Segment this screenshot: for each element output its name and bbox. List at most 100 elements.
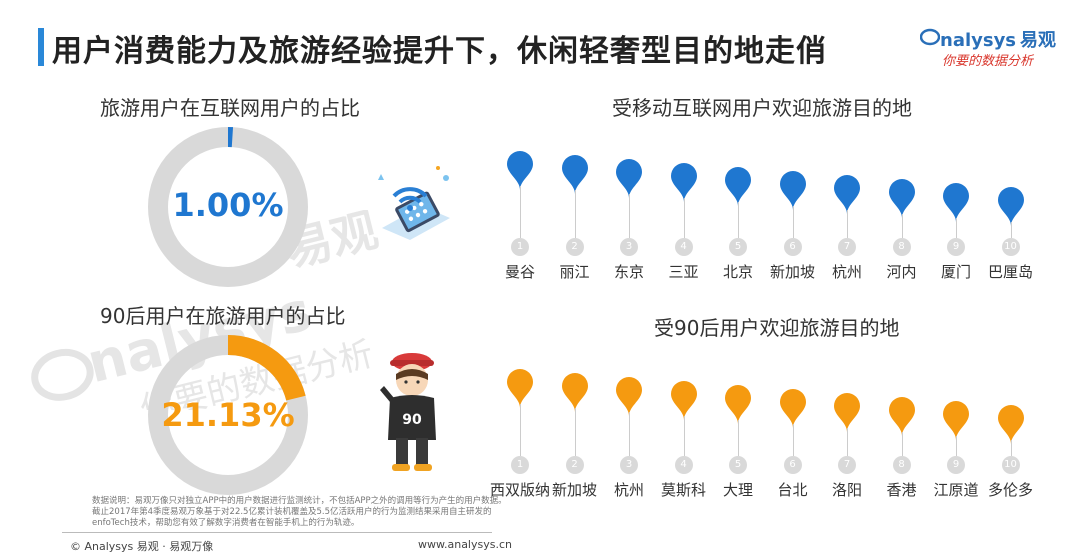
pin-line — [792, 424, 794, 456]
rank-badge: 6 — [783, 238, 802, 256]
destination-label: 莫斯科 — [660, 481, 706, 499]
donut-2-title: 90后用户在旅游用户的占比 — [100, 304, 346, 328]
person-shirt-number: 90 — [402, 412, 422, 428]
rank-badge: 3 — [620, 238, 638, 256]
rank-badge: 1 — [511, 238, 529, 256]
destination-label: 多伦多 — [987, 481, 1033, 499]
destination-label: 香港 — [886, 481, 917, 499]
destination-label: 杭州 — [831, 263, 862, 281]
map-pin-icon — [834, 175, 860, 214]
rank-badge: 10 — [1001, 456, 1020, 474]
rank-badge: 5 — [729, 238, 747, 256]
destination-label: 丽江 — [559, 263, 590, 281]
rank-badge: 2 — [565, 456, 584, 474]
map-pin-icon — [725, 167, 751, 206]
destination-label: 新加坡 — [551, 481, 597, 499]
rank-badge: 9 — [947, 238, 965, 256]
footer-divider — [62, 532, 492, 533]
pin-line — [520, 404, 521, 456]
pin-line — [847, 428, 848, 456]
destination-label: 台北 — [777, 481, 808, 499]
map-pin-icon — [507, 369, 533, 408]
logo-slogan: 你要的数据分析 — [942, 54, 1034, 69]
map-pin-icon — [888, 397, 915, 436]
map-pin-icon — [561, 155, 588, 194]
pin-line — [629, 194, 630, 238]
pin-line — [1010, 440, 1012, 456]
destination-label: 三亚 — [668, 263, 699, 281]
map-pin-icon — [834, 393, 860, 432]
destination-label: 河内 — [886, 263, 917, 281]
destination-label: 厦门 — [940, 263, 971, 281]
rank-badge: 5 — [729, 456, 747, 474]
rank-badge: 4 — [674, 456, 693, 474]
pin-line — [901, 214, 903, 238]
map-pin-icon — [616, 159, 642, 198]
rank-badge: 7 — [838, 238, 856, 256]
route-1-title: 受移动互联网用户欢迎旅游目的地 — [612, 96, 912, 120]
route-2-title: 受90后用户欢迎旅游目的地 — [654, 316, 900, 340]
pin-line — [956, 436, 957, 456]
pin-line — [901, 432, 903, 456]
person-90-icon: 90 — [380, 353, 436, 471]
rank-badge: 2 — [565, 238, 584, 256]
logo-cn-text: 易观 — [1020, 30, 1057, 51]
rank-badge: 8 — [892, 456, 911, 474]
donut-2-slice — [227, 335, 306, 401]
pin-line — [520, 186, 521, 238]
rank-badge: 8 — [892, 238, 911, 256]
destination-label: 洛阳 — [831, 481, 862, 499]
map-pin-icon — [616, 377, 642, 416]
pin-line — [738, 420, 739, 456]
pin-line — [847, 210, 848, 238]
destination-label: 曼谷 — [504, 263, 535, 281]
destination-label: 大理 — [722, 481, 753, 499]
donut-chart-90s-share — [148, 335, 308, 495]
page-title: 用户消费能力及旅游经验提升下，休闲轻奢型目的地走俏 — [52, 34, 827, 69]
destination-label: 新加坡 — [769, 263, 815, 281]
map-pin-icon — [561, 373, 588, 412]
rank-badge: 6 — [783, 456, 802, 474]
destination-label: 东京 — [613, 263, 644, 281]
map-pin-icon — [725, 385, 751, 424]
map-pin-icon — [779, 389, 806, 428]
rank-badge: 9 — [947, 456, 965, 474]
rank-badge: 3 — [620, 456, 638, 474]
footer-url[interactable]: www.analysys.cn — [418, 538, 512, 551]
map-pin-icon — [943, 183, 969, 222]
pin-line — [574, 190, 576, 238]
map-pin-icon — [888, 179, 915, 218]
logo-swoosh-icon — [920, 28, 940, 46]
pin-line — [574, 408, 576, 456]
destination-label: 杭州 — [613, 481, 644, 499]
rank-badge: 10 — [1001, 238, 1020, 256]
destination-label: 北京 — [722, 263, 753, 281]
donut-1-title: 旅游用户在互联网用户的占比 — [100, 96, 360, 120]
analysys-logo: nalysys 易观 你要的数据分析 — [920, 26, 1060, 72]
logo-text: nalysys — [940, 30, 1017, 51]
pin-line — [683, 416, 685, 456]
map-pin-icon — [943, 401, 969, 440]
destination-label: 西双版纳 — [489, 481, 550, 499]
map-pin-icon — [670, 163, 697, 202]
rank-badge: 4 — [674, 238, 693, 256]
rank-badge: 1 — [511, 456, 529, 474]
donut-chart-internet-share — [148, 127, 308, 287]
destination-label: 巴厘岛 — [987, 263, 1033, 281]
pin-line — [792, 206, 794, 238]
pin-line — [1010, 222, 1012, 238]
pin-line — [683, 198, 685, 238]
map-pin-icon — [997, 187, 1024, 226]
map-pin-icon — [507, 151, 533, 190]
donut-1-value: 1.00% — [172, 186, 284, 224]
map-pin-icon — [997, 405, 1024, 444]
rank-badge: 7 — [838, 456, 856, 474]
title-accent-bar — [38, 28, 44, 66]
donut-2-value: 21.13% — [161, 396, 295, 434]
pin-line — [629, 412, 630, 456]
map-pin-icon — [670, 381, 697, 420]
data-footnote: 数据说明：易观万像只对独立APP中的用户数据进行监测统计，不包括APP之外的调用… — [92, 496, 507, 528]
pin-line — [956, 218, 957, 238]
wifi-phone-icon — [378, 166, 450, 240]
footer-copyright: © Analysys 易观 · 易观万像 — [70, 540, 214, 553]
